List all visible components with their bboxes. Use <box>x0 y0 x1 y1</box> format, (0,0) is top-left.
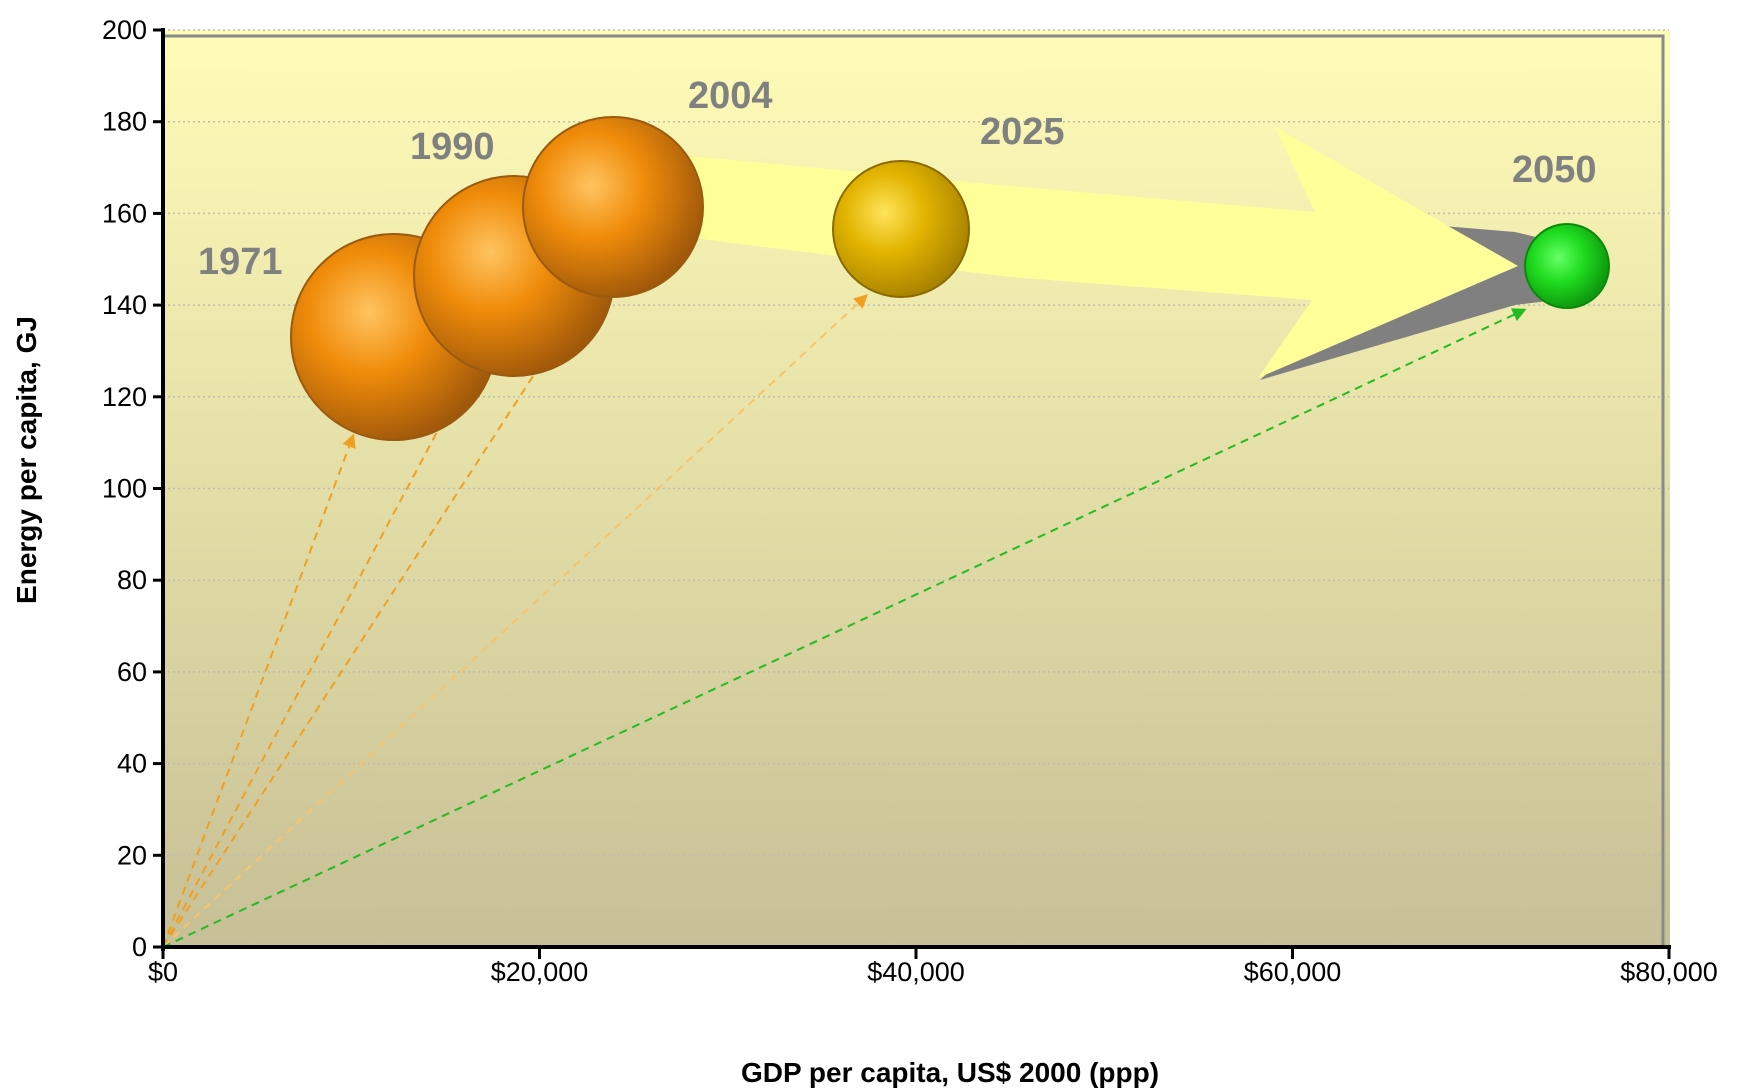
year-label-2004: 2004 <box>688 75 773 117</box>
ray-1971 <box>162 433 356 948</box>
year-label-1971: 1971 <box>198 241 283 283</box>
x-axis-title: GDP per capita, US$ 2000 (ppp) <box>741 1057 1159 1088</box>
year-label-2050: 2050 <box>1512 149 1597 191</box>
x-tick-label: $80,000 <box>1620 957 1718 987</box>
year-label-2025: 2025 <box>980 111 1065 153</box>
year-label-1990: 1990 <box>410 126 495 168</box>
bubble-2004 <box>522 116 704 298</box>
x-tick-label: $0 <box>148 957 178 987</box>
ray-1990 <box>162 367 472 948</box>
y-tick-label: 100 <box>102 474 147 504</box>
y-tick-label: 40 <box>117 749 147 779</box>
y-tick-label: 160 <box>102 198 147 228</box>
x-axis-ticks: $0 $20,000 $40,000 $60,000 $80,000 <box>148 947 1718 987</box>
y-tick-label: 0 <box>132 932 147 962</box>
ray-2004 <box>162 293 587 948</box>
ray-2025 <box>162 294 869 948</box>
y-tick-label: 20 <box>117 840 147 870</box>
y-axis-title: Energy per capita, GJ <box>11 316 42 604</box>
x-tick-label: $20,000 <box>491 957 589 987</box>
ray-2050 <box>162 308 1527 948</box>
bubble-2050 <box>1524 223 1610 309</box>
y-tick-label: 80 <box>117 565 147 595</box>
y-tick-label: 180 <box>102 107 147 137</box>
y-tick-label: 200 <box>102 15 147 45</box>
y-tick-label: 60 <box>117 657 147 687</box>
origin-rays <box>162 293 1527 948</box>
y-tick-label: 120 <box>102 382 147 412</box>
x-tick-label: $40,000 <box>867 957 965 987</box>
x-tick-label: $60,000 <box>1244 957 1342 987</box>
y-axis-ticks: 0 20 40 60 80 100 120 140 160 180 200 <box>102 15 163 962</box>
bubble-2025 <box>832 160 970 298</box>
y-tick-label: 140 <box>102 290 147 320</box>
